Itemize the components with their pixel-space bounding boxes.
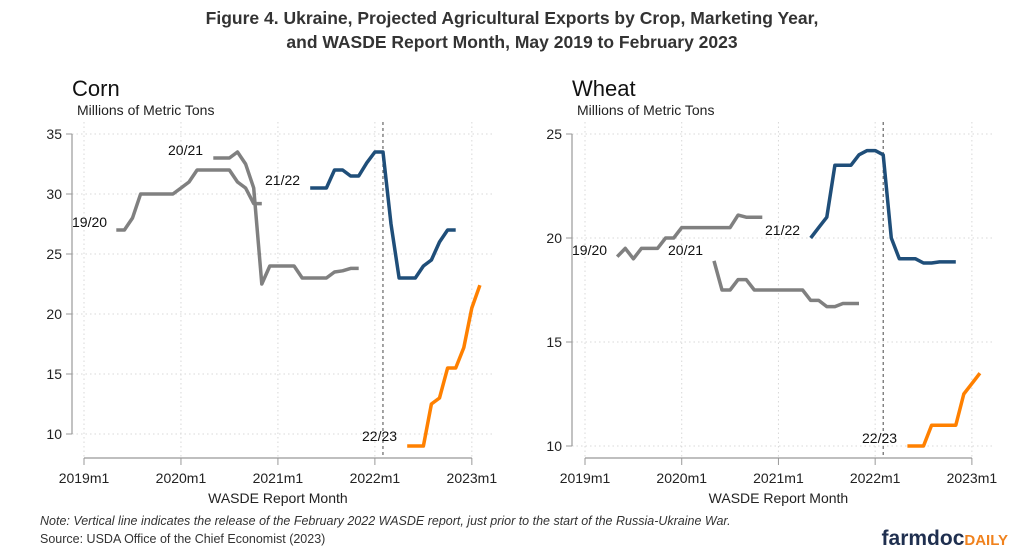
y-axis-label: Millions of Metric Tons	[577, 102, 714, 118]
series-label: 20/21	[168, 142, 203, 158]
series-line-21-22	[310, 150, 456, 280]
y-tick-label: 15	[46, 366, 62, 382]
farmdoc-daily-logo: farmdocDAILY	[882, 527, 1008, 550]
series-label: 22/23	[362, 428, 397, 444]
series-line-20-21	[213, 150, 359, 286]
series-line-22-23	[907, 372, 982, 448]
y-axis-label: Millions of Metric Tons	[77, 102, 214, 118]
y-tick-label: 20	[46, 306, 62, 322]
series-label: 21/22	[265, 172, 300, 188]
series-label: 21/22	[765, 222, 800, 238]
x-tick-label: 2023m1	[447, 470, 498, 486]
x-tick-label: 2019m1	[59, 470, 110, 486]
series-line-19-20	[615, 213, 763, 261]
panel-title: Corn	[72, 76, 120, 101]
footnote: Note: Vertical line indicates the releas…	[40, 514, 731, 528]
x-axis-label: WASDE Report Month	[208, 490, 348, 506]
series-label: 19/20	[72, 214, 107, 230]
x-tick-label: 2022m1	[350, 470, 401, 486]
figure-title-line1: Figure 4. Ukraine, Projected Agricultura…	[206, 8, 819, 28]
source: Source: USDA Office of the Chief Economi…	[40, 532, 325, 546]
y-tick-label: 25	[546, 126, 562, 142]
series-line-20-21	[712, 260, 859, 309]
y-tick-label: 10	[46, 426, 62, 442]
series-label: 19/20	[572, 242, 607, 258]
y-tick-label: 15	[546, 334, 562, 350]
x-tick-label: 2023m1	[947, 470, 998, 486]
y-tick-label: 25	[46, 246, 62, 262]
panel-title: Wheat	[572, 76, 636, 101]
x-tick-label: 2019m1	[560, 470, 611, 486]
series-label: 20/21	[668, 242, 703, 258]
x-tick-label: 2020m1	[656, 470, 707, 486]
y-tick-label: 20	[546, 230, 562, 246]
x-tick-label: 2022m1	[850, 470, 901, 486]
series-line-21-22	[809, 148, 956, 265]
x-tick-label: 2021m1	[253, 470, 304, 486]
y-tick-label: 10	[546, 438, 562, 454]
x-axis-label: WASDE Report Month	[709, 490, 849, 506]
y-tick-label: 35	[46, 126, 62, 142]
x-tick-label: 2020m1	[156, 470, 207, 486]
series-label: 22/23	[862, 430, 897, 446]
y-tick-label: 30	[46, 186, 62, 202]
figure-title-line2: and WASDE Report Month, May 2019 to Febr…	[286, 32, 737, 52]
series-line-19-20	[116, 168, 262, 232]
series-line-22-23	[407, 284, 482, 448]
x-tick-label: 2021m1	[753, 470, 804, 486]
